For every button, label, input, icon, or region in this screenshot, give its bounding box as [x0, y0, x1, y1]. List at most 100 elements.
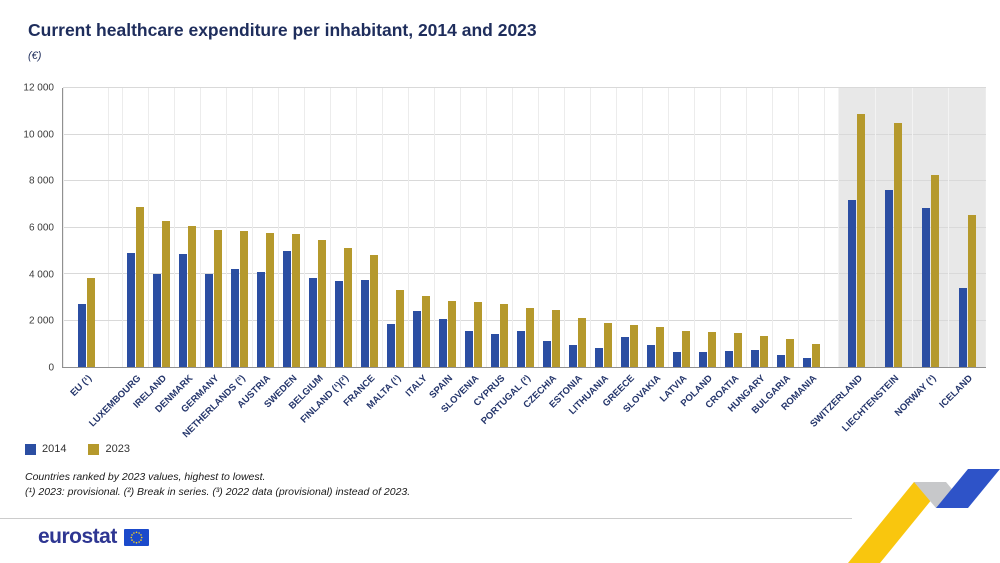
section-eu-members: LUXEMBOURG IRELAND DENMARK GERMANY NETHERLAN…	[87, 88, 825, 440]
category-column: LITHUANIA	[567, 88, 616, 417]
category-column: SWITZERLAND	[808, 88, 875, 430]
bar-pair	[309, 88, 326, 367]
category-column: CROATIA	[703, 88, 746, 411]
bar-pair	[673, 88, 690, 367]
bar-2014	[673, 351, 681, 367]
eurostat-wordmark: eurostat	[38, 525, 117, 548]
bar-2023	[967, 214, 976, 367]
category-column: DENMARK	[153, 88, 200, 415]
bar-2014	[231, 269, 239, 367]
eurostat-logo: eurostat	[38, 525, 149, 549]
bar-2023	[894, 122, 903, 367]
category-column: AUSTRIA	[236, 88, 278, 411]
category-column: ROMANIA	[779, 88, 824, 413]
category-column: IRELAND	[132, 88, 174, 411]
legend-label: 2014	[42, 443, 67, 455]
bar-pair	[257, 88, 274, 367]
y-tick-label: 0	[48, 362, 54, 374]
bar-2023	[734, 333, 742, 367]
category-column: GERMANY	[179, 88, 226, 415]
chart-unit-label: (€)	[28, 50, 42, 62]
bar-2014	[127, 253, 135, 367]
category-column: CYPRUS	[472, 88, 512, 409]
bar-pair	[127, 88, 144, 367]
bar-pair	[699, 88, 716, 367]
bar-pair	[543, 88, 560, 367]
bar-2023	[86, 277, 95, 367]
bar-2023	[857, 113, 866, 367]
category-column: LUXEMBOURG	[87, 88, 148, 429]
x-axis-label: ITALY	[403, 373, 430, 400]
bar-2023	[708, 332, 716, 367]
category-column: BELGIUM	[287, 88, 330, 412]
y-tick-label: 8 000	[28, 175, 54, 187]
bar-2014	[647, 344, 655, 367]
category-column: GREECE	[601, 88, 642, 409]
bar-pair	[153, 88, 170, 367]
bar-pair	[621, 88, 638, 367]
category-column: SLOVENIA	[439, 88, 486, 415]
bar-pair	[595, 88, 612, 367]
bar-pair	[335, 88, 352, 367]
footnote-ranking: Countries ranked by 2023 values, highest…	[25, 471, 266, 483]
category-column: SWEDEN	[262, 88, 304, 410]
category-column: ITALY	[403, 88, 434, 399]
bar-2023	[500, 304, 508, 367]
bar-pair	[777, 88, 794, 367]
bar-2014	[205, 274, 213, 367]
bar-pair	[517, 88, 534, 367]
bar-2023	[292, 234, 300, 367]
bar-2023	[240, 231, 248, 367]
bar-2023	[396, 290, 404, 367]
bar-pair	[413, 88, 430, 367]
bar-2023	[812, 343, 820, 367]
bar-2023	[604, 322, 612, 367]
bar-2014	[725, 350, 733, 367]
category-column: PORTUGAL (²)	[479, 88, 538, 427]
bar-2014	[595, 348, 603, 367]
footnote-symbols: (¹) 2023: provisional. (²) Break in seri…	[25, 486, 411, 498]
category-column: ESTONIA	[548, 88, 590, 411]
legend-label: 2023	[105, 443, 130, 455]
y-tick-label: 4 000	[28, 269, 54, 281]
category-column: POLAND	[679, 88, 720, 409]
category-column: SLOVAKIA	[621, 88, 668, 415]
eu-flag-icon	[123, 528, 149, 546]
decorative-ribbon-icon	[848, 469, 1000, 563]
bar-2023	[344, 248, 352, 367]
category-column: NETHERLANDS (²)	[180, 88, 252, 440]
category-column: LATVIA	[658, 88, 694, 405]
bar-2014	[803, 357, 811, 367]
bar-chart: 0 2 000 4 000 6 000 8 000 10 000 12 000 EU (¹)…	[20, 83, 986, 440]
bar-pair	[439, 88, 456, 367]
bar-2023	[318, 240, 326, 367]
chart-title: Current healthcare expenditure per inhab…	[28, 20, 537, 40]
bar-pair	[848, 88, 866, 367]
category-column: LIECHTENSTEIN	[840, 88, 912, 434]
bar-2014	[335, 280, 343, 367]
legend-item: 2023	[88, 443, 130, 455]
bar-2014	[257, 271, 265, 367]
section-eu: EU (¹)	[63, 88, 109, 399]
bar-2014	[569, 344, 577, 367]
bar-pair	[885, 88, 903, 367]
bar-2023	[266, 233, 274, 367]
bar-2014	[958, 287, 967, 367]
bar-2014	[885, 190, 894, 367]
bar-pair	[958, 88, 976, 367]
x-axis-label: EU (¹)	[68, 373, 94, 399]
bar-2023	[162, 220, 170, 367]
bar-2014	[777, 355, 785, 367]
bar-2023	[786, 339, 794, 367]
category-column: ICELAND	[937, 88, 985, 411]
bar-pair	[751, 88, 768, 367]
bar-pair	[803, 88, 820, 367]
bar-2014	[517, 330, 525, 367]
category-column: FINLAND (¹)(²)	[299, 88, 356, 426]
bar-pair	[569, 88, 586, 367]
bar-2023	[474, 301, 482, 367]
legend: 2014 2023	[25, 443, 130, 455]
bar-2014	[465, 330, 473, 367]
category-column: BULGARIA	[750, 88, 798, 416]
bar-pair	[725, 88, 742, 367]
